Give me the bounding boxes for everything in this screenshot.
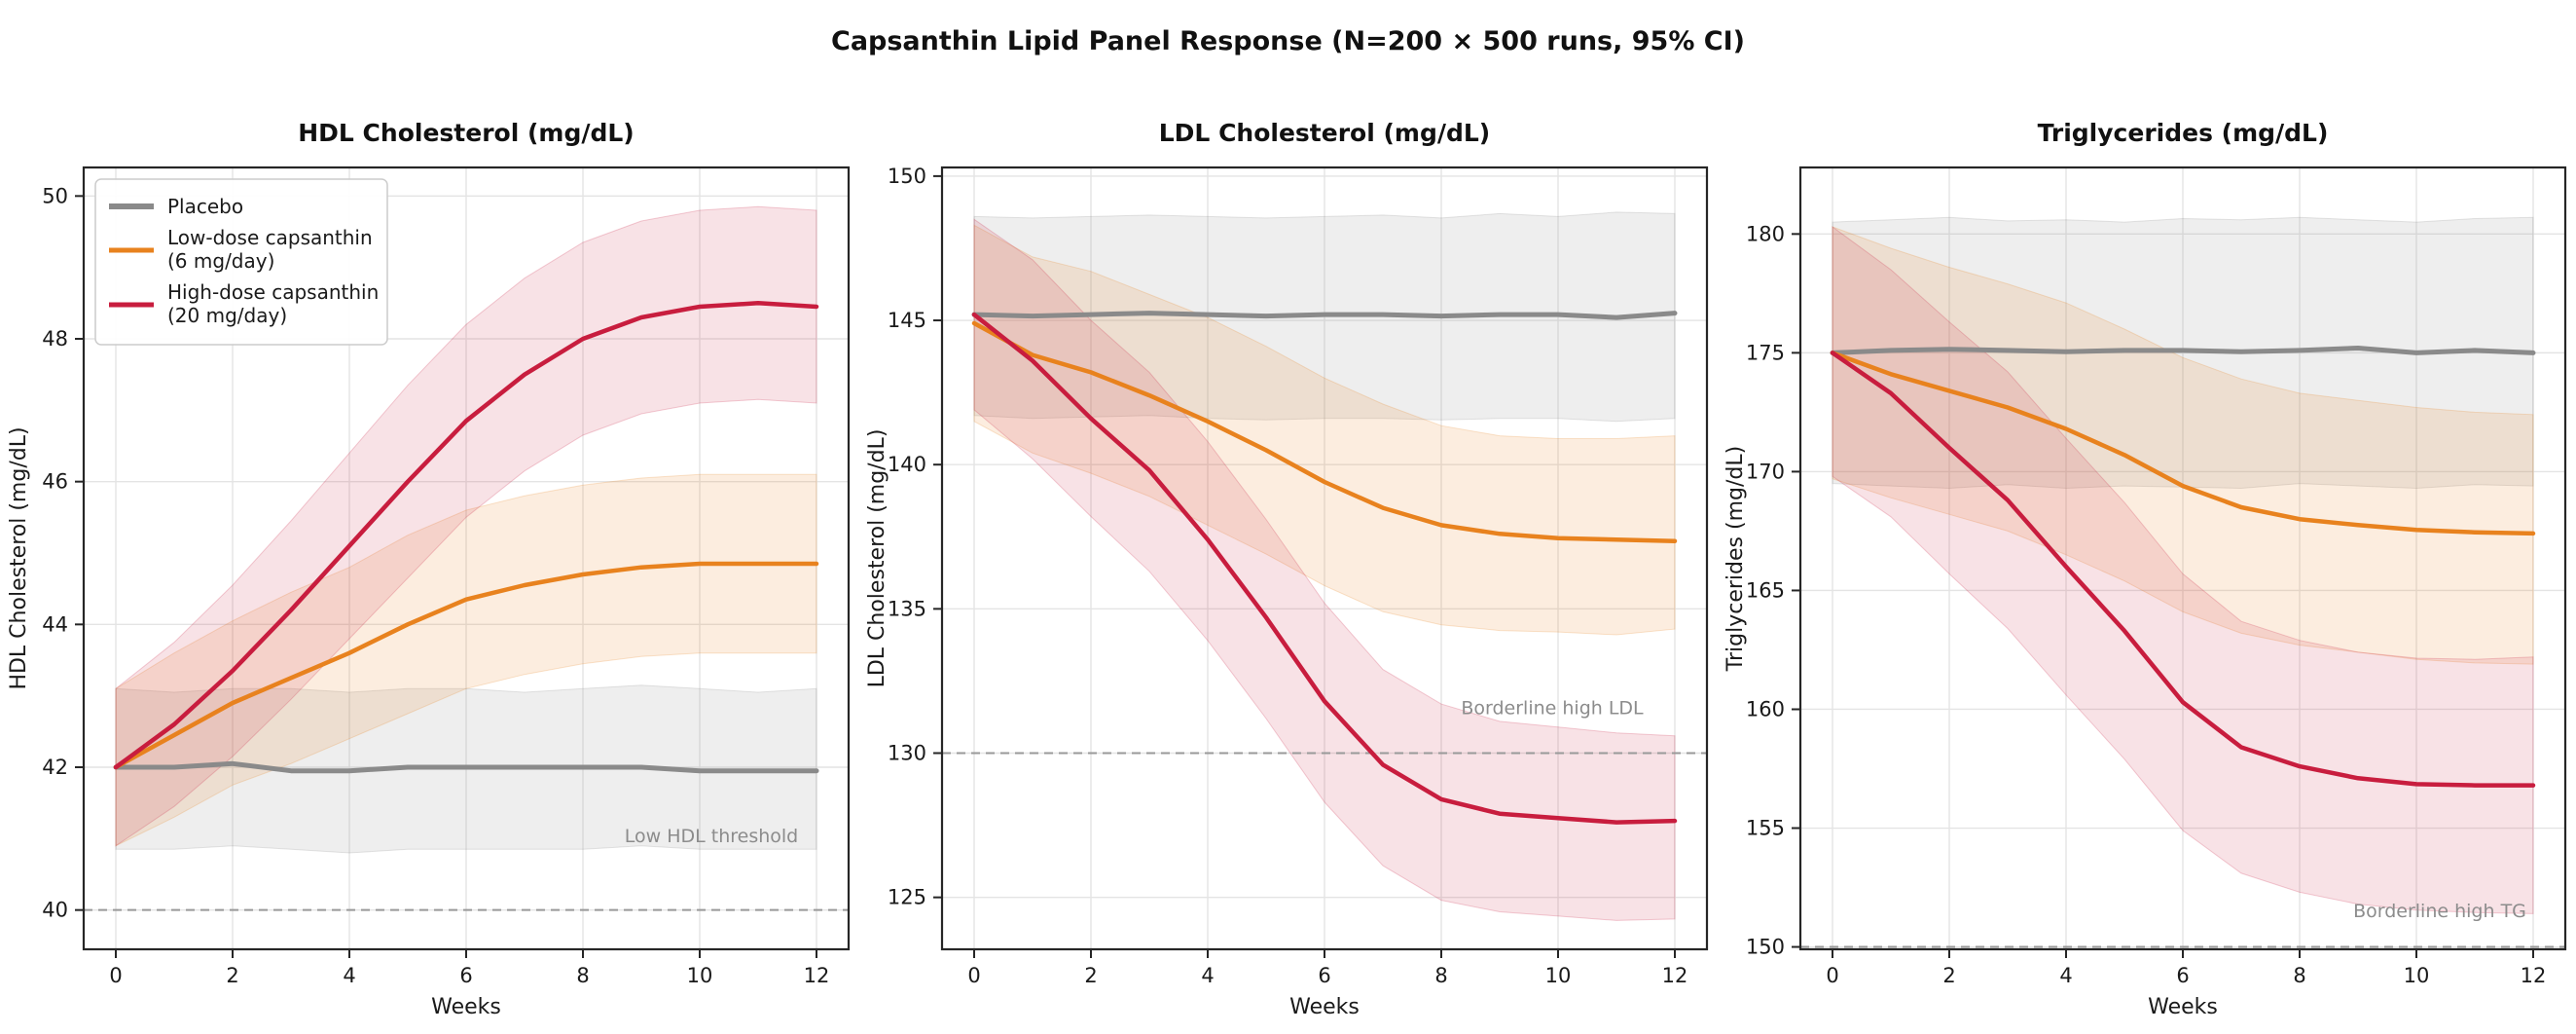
tg-xtick-label: 8: [2293, 964, 2305, 987]
hdl-ytick-label: 46: [42, 470, 68, 494]
hdl-threshold-label: Low HDL threshold: [625, 826, 798, 847]
hdl-ytick-label: 44: [42, 612, 68, 636]
hdl-xtick-label: 8: [576, 964, 589, 987]
ldl-x-axis-label: Weeks: [1289, 995, 1360, 1019]
ldl-xtick-label: 4: [1201, 964, 1214, 987]
tg-low_dose-line: [1830, 351, 2536, 536]
ldl-xtick-label: 12: [1662, 964, 1688, 987]
tg-panel-title: Triglycerides (mg/dL): [2038, 119, 2329, 147]
tg-ytick-label: 165: [1746, 578, 1785, 602]
panel-hdl: Low HDL threshold 40 42 44 46 48 50 0 2 4 6 8 10 12 HD…: [0, 83, 858, 1030]
ldl-panel-title: LDL Cholesterol (mg/dL): [1159, 119, 1490, 147]
ldl-xtick-label: 2: [1084, 964, 1097, 987]
hdl-xtick-label: 12: [804, 964, 830, 987]
hdl-x-axis-label: Weeks: [431, 995, 501, 1019]
hdl-ytick-label: 48: [42, 327, 68, 351]
hdl-xtick-label: 4: [343, 964, 355, 987]
tg-high_dose-line: [1830, 351, 2536, 788]
legend-label-placebo: Placebo: [167, 195, 243, 218]
ldl-threshold-label: Borderline high LDL: [1461, 698, 1644, 720]
tg-high_dose-ci-band: [1832, 226, 2534, 914]
hdl-xtick-label: 2: [226, 964, 238, 987]
ldl-placebo-line: [971, 311, 1678, 320]
ldl-y-axis-label: LDL Cholesterol (mg/dL): [865, 429, 889, 688]
tg-ytick-label: 170: [1746, 460, 1785, 483]
legend-label-low-dose: (6 mg/day): [167, 249, 274, 273]
ldl-xtick-label: 0: [967, 964, 980, 987]
hdl-y-axis-label: HDL Cholesterol (mg/dL): [7, 426, 31, 689]
hdl-ytick-label: 42: [42, 756, 68, 779]
tg-placebo-line: [1830, 346, 2536, 355]
hdl-xtick-label: 10: [687, 964, 713, 987]
legend-label-low-dose: Low-dose capsanthin: [167, 226, 373, 249]
hdl-high_dose-ci-band: [115, 205, 817, 847]
legend-box: [94, 178, 388, 346]
figure-suptitle: Capsanthin Lipid Panel Response (N=200 ×…: [831, 26, 1745, 56]
ldl-ytick-label: 125: [888, 886, 926, 909]
ldl-chart: Borderline high LDL 125 130 135 140 145 150 0 2 4…: [865, 119, 1709, 1019]
hdl-high_dose-line: [113, 301, 819, 770]
ldl-xtick-label: 8: [1434, 964, 1447, 987]
tg-low_dose-ci-band: [1832, 226, 2534, 665]
hdl-xtick-label: 6: [459, 964, 472, 987]
tg-ytick-label: 175: [1746, 341, 1785, 364]
ldl-ytick-label: 140: [888, 453, 926, 476]
hdl-ytick-label: 50: [42, 184, 68, 207]
hdl-ytick-label: 40: [42, 899, 68, 922]
panels-row: Low HDL threshold 40 42 44 46 48 50 0 2 4 6 8 10 12 HD…: [0, 83, 2576, 1030]
tg-chart: Borderline high TG 150 155 160 165 170 175 180 0…: [1723, 119, 2567, 1019]
hdl-placebo-line: [113, 760, 819, 774]
tg-ytick-label: 160: [1746, 697, 1785, 720]
ldl-ytick-label: 135: [888, 597, 926, 620]
tg-xtick-label: 4: [2059, 964, 2072, 987]
tg-ytick-label: 155: [1746, 817, 1785, 840]
panel-ldl: Borderline high LDL 125 130 135 140 145 150 0 2 4…: [858, 83, 1717, 1030]
tg-ytick-label: 150: [1746, 936, 1785, 959]
tg-y-axis-label: Triglycerides (mg/dL): [1723, 446, 1748, 672]
legend-label-high-dose: (20 mg/day): [167, 304, 287, 327]
tg-x-axis-label: Weeks: [2148, 995, 2218, 1019]
ldl-ytick-label: 130: [888, 742, 926, 765]
hdl-low_dose-line: [113, 561, 819, 770]
legend: Placebo Low-dose capsanthin(6 mg/day) High…: [94, 178, 388, 346]
tg-xtick-label: 6: [2176, 964, 2189, 987]
tg-ytick-label: 180: [1746, 222, 1785, 245]
ldl-xtick-label: 10: [1545, 964, 1572, 987]
tg-xtick-label: 0: [1826, 964, 1838, 987]
tg-threshold-label: Borderline high TG: [2353, 901, 2526, 922]
ldl-ytick-label: 150: [888, 165, 926, 188]
tg-xtick-label: 10: [2404, 964, 2430, 987]
hdl-xtick-label: 0: [109, 964, 122, 987]
ldl-ytick-label: 145: [888, 309, 926, 332]
legend-label-high-dose: High-dose capsanthin: [167, 280, 379, 304]
ldl-high_dose-line: [971, 312, 1678, 825]
panel-tg: Borderline high TG 150 155 160 165 170 175 180 0…: [1717, 83, 2575, 1030]
tg-xtick-label: 12: [2521, 964, 2547, 987]
hdl-panel-title: HDL Cholesterol (mg/dL): [298, 119, 634, 147]
tg-xtick-label: 2: [1942, 964, 1955, 987]
ldl-xtick-label: 6: [1318, 964, 1330, 987]
ldl-low_dose-line: [971, 320, 1678, 543]
